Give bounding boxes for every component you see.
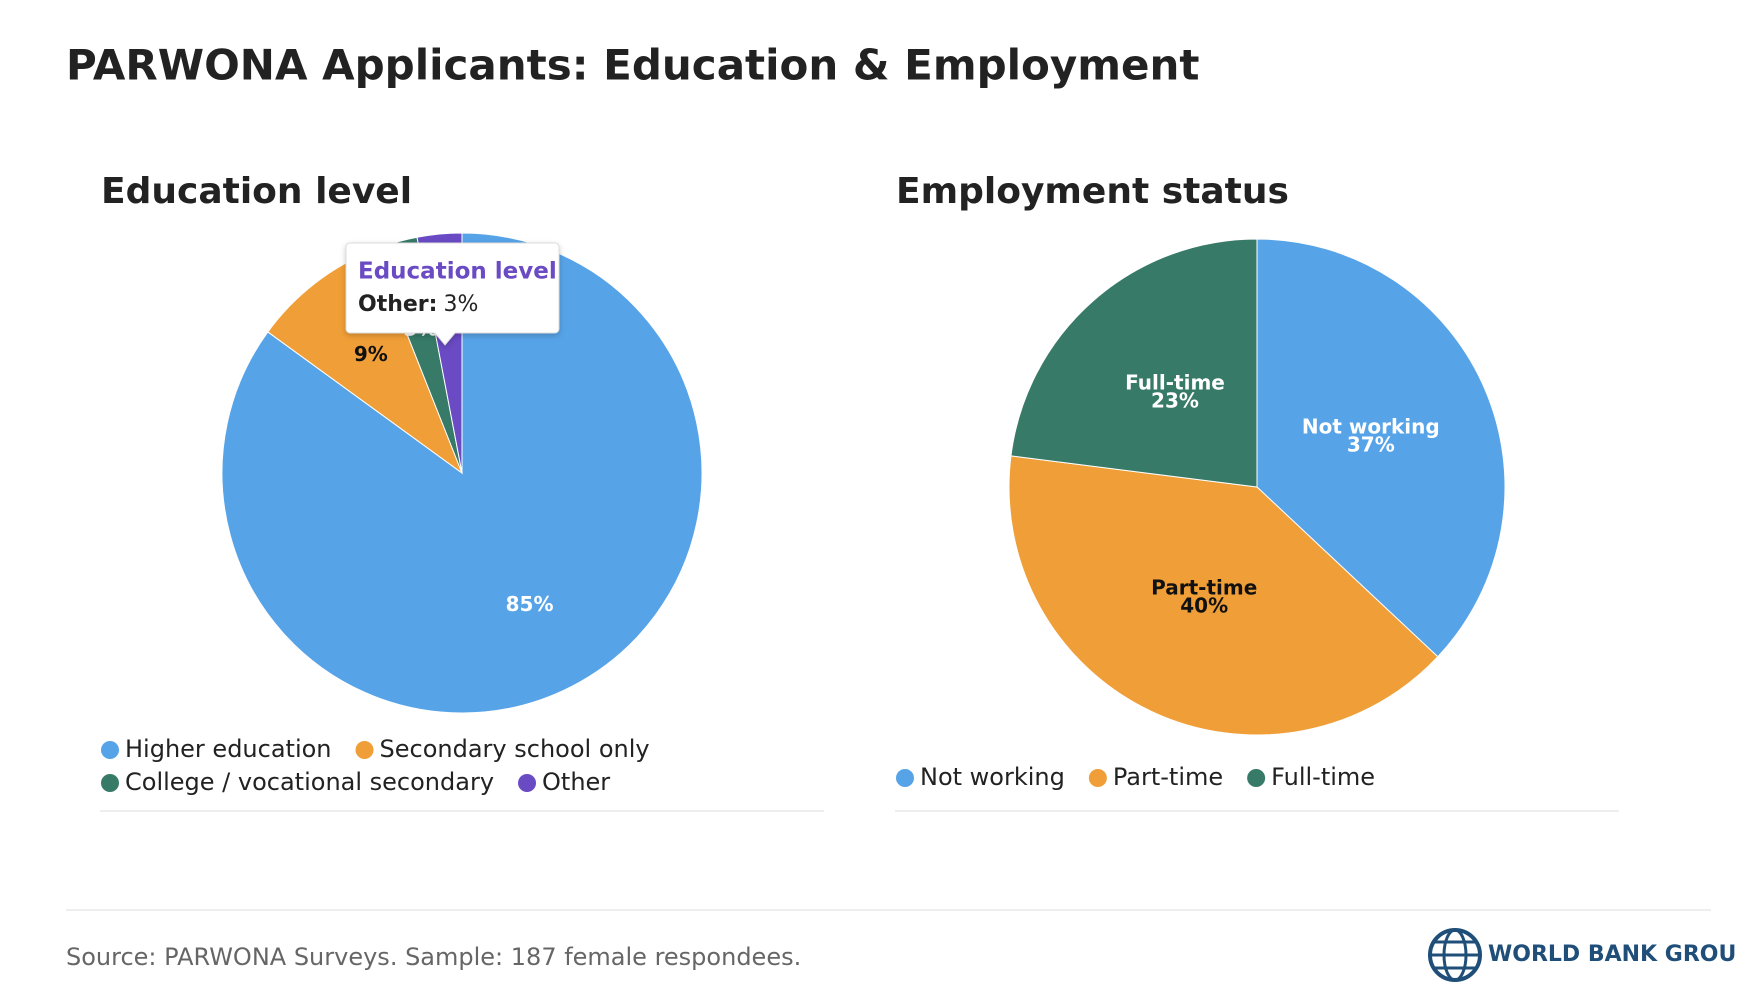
legend-label: Part-time: [1113, 763, 1223, 791]
source: Source: PARWONA Surveys. Sample: 187 fem…: [66, 943, 801, 971]
tooltip-title: Education level: [358, 259, 557, 285]
legend-label: Secondary school only: [380, 735, 650, 763]
data-label: 85%: [506, 592, 554, 616]
slice-category: Part-time: [1151, 576, 1257, 600]
pie-slice: [1008, 455, 1439, 736]
legend-swatch: [1088, 769, 1107, 787]
legend-swatch: [101, 741, 119, 759]
legend-label: Higher education: [125, 735, 332, 763]
legend-item: College / vocational secondary: [101, 768, 494, 796]
pie-slice: [1256, 238, 1506, 658]
legend-label: Not working: [920, 763, 1065, 791]
legend-swatch: [896, 769, 914, 787]
legend-label: College / vocational secondary: [125, 768, 494, 796]
legend-label: Full-time: [1271, 763, 1375, 791]
tooltip-value: 3%: [443, 292, 478, 317]
legend-item: Not working: [896, 763, 1065, 791]
data-label: 23%: [1151, 388, 1199, 412]
legend-swatch: [518, 774, 537, 792]
legend-item: Part-time: [1088, 763, 1223, 791]
legend-swatch: [101, 774, 119, 792]
legend-item: Higher education: [101, 735, 332, 763]
slice-category: Not working: [1302, 414, 1440, 438]
legend-swatch: [1247, 769, 1266, 787]
legend-item: Full-time: [1247, 763, 1375, 791]
slice-category: Full-time: [1125, 370, 1225, 394]
data-label: 9%: [354, 342, 388, 366]
data-label: 37%: [1347, 432, 1395, 456]
page-title: PARWONA Applicants: Education & Employme…: [66, 41, 1200, 90]
chart-title: Education level: [101, 171, 412, 212]
chart-title: Employment status: [896, 171, 1289, 212]
tooltip-label: Other:: [358, 292, 437, 317]
pie-slice: [1010, 238, 1258, 488]
data-label: 40%: [1180, 594, 1228, 618]
legend-label: Other: [542, 768, 610, 796]
logo-text: WORLD BANK GROUP: [1488, 942, 1738, 967]
logo: WORLD BANK GROUP: [1428, 928, 1738, 982]
legend-item: Other: [518, 768, 610, 796]
tooltip-box: [345, 242, 560, 346]
legend-swatch: [355, 741, 374, 759]
legend-item: Secondary school only: [355, 735, 650, 763]
